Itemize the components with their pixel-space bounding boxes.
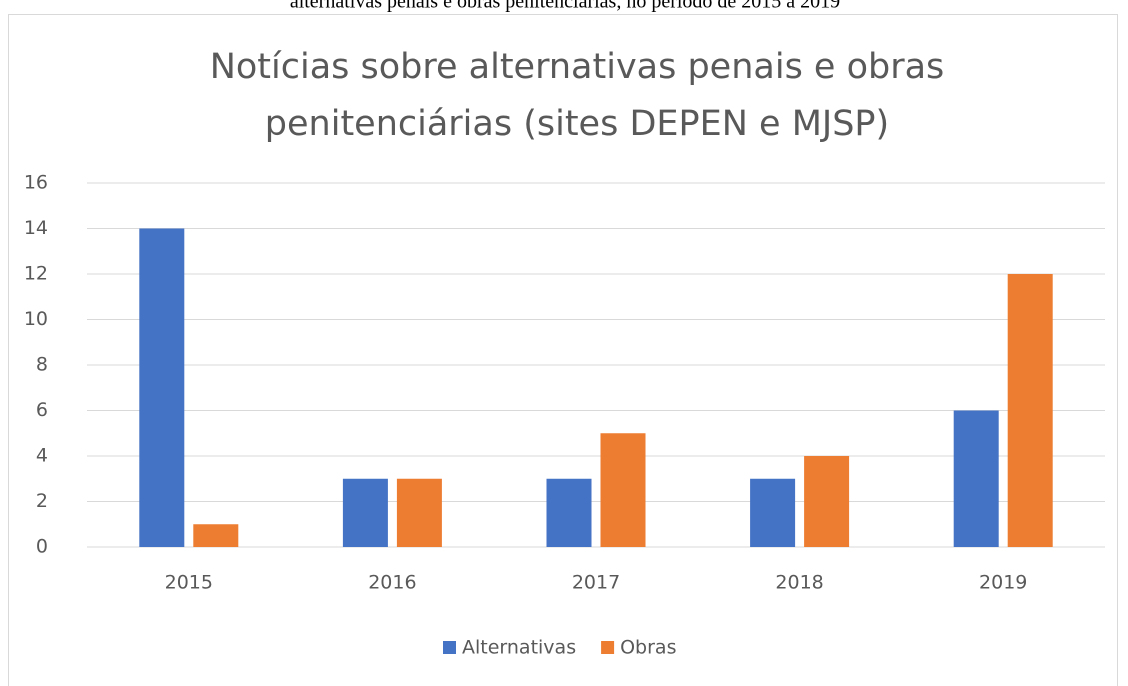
x-tick-label: 2018 bbox=[775, 572, 823, 594]
y-tick-label: 16 bbox=[24, 172, 48, 194]
y-tick-label: 2 bbox=[36, 490, 48, 512]
legend-label: Alternativas bbox=[462, 637, 576, 659]
bar bbox=[953, 410, 999, 547]
x-tick-label: 2016 bbox=[368, 572, 416, 594]
y-tick-label: 6 bbox=[36, 399, 48, 421]
x-tick-label: 2017 bbox=[572, 572, 620, 594]
chart-title: penitenciárias (sites DEPEN e MJSP) bbox=[265, 104, 889, 144]
x-tick-label: 2015 bbox=[165, 572, 213, 594]
y-tick-label: 0 bbox=[36, 536, 48, 558]
legend-label: Obras bbox=[620, 637, 676, 659]
bar bbox=[342, 478, 388, 547]
chart-title: Notícias sobre alternativas penais e obr… bbox=[210, 47, 945, 87]
bar bbox=[600, 433, 646, 547]
y-tick-label: 8 bbox=[36, 354, 48, 376]
y-tick-label: 4 bbox=[36, 445, 48, 467]
y-tick-label: 10 bbox=[24, 308, 48, 330]
legend-swatch bbox=[443, 641, 456, 654]
bar bbox=[1007, 274, 1053, 547]
y-tick-label: 14 bbox=[24, 217, 48, 239]
x-tick-label: 2019 bbox=[979, 572, 1027, 594]
bar bbox=[396, 478, 442, 547]
bar bbox=[804, 456, 850, 547]
bar bbox=[193, 524, 239, 547]
bar bbox=[139, 228, 185, 547]
caption: alternativas penais e obras penitenciári… bbox=[290, 0, 840, 13]
y-tick-label: 12 bbox=[24, 263, 48, 285]
legend-swatch bbox=[601, 641, 615, 654]
bar bbox=[546, 478, 592, 547]
chart-frame bbox=[8, 14, 1118, 686]
bar bbox=[750, 478, 796, 547]
